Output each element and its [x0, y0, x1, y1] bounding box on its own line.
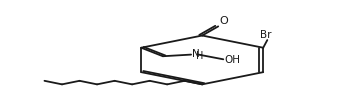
Text: OH: OH — [225, 55, 241, 64]
Text: N: N — [192, 49, 200, 59]
Text: Br: Br — [260, 30, 271, 40]
Text: O: O — [220, 16, 228, 26]
Text: H: H — [196, 51, 204, 61]
